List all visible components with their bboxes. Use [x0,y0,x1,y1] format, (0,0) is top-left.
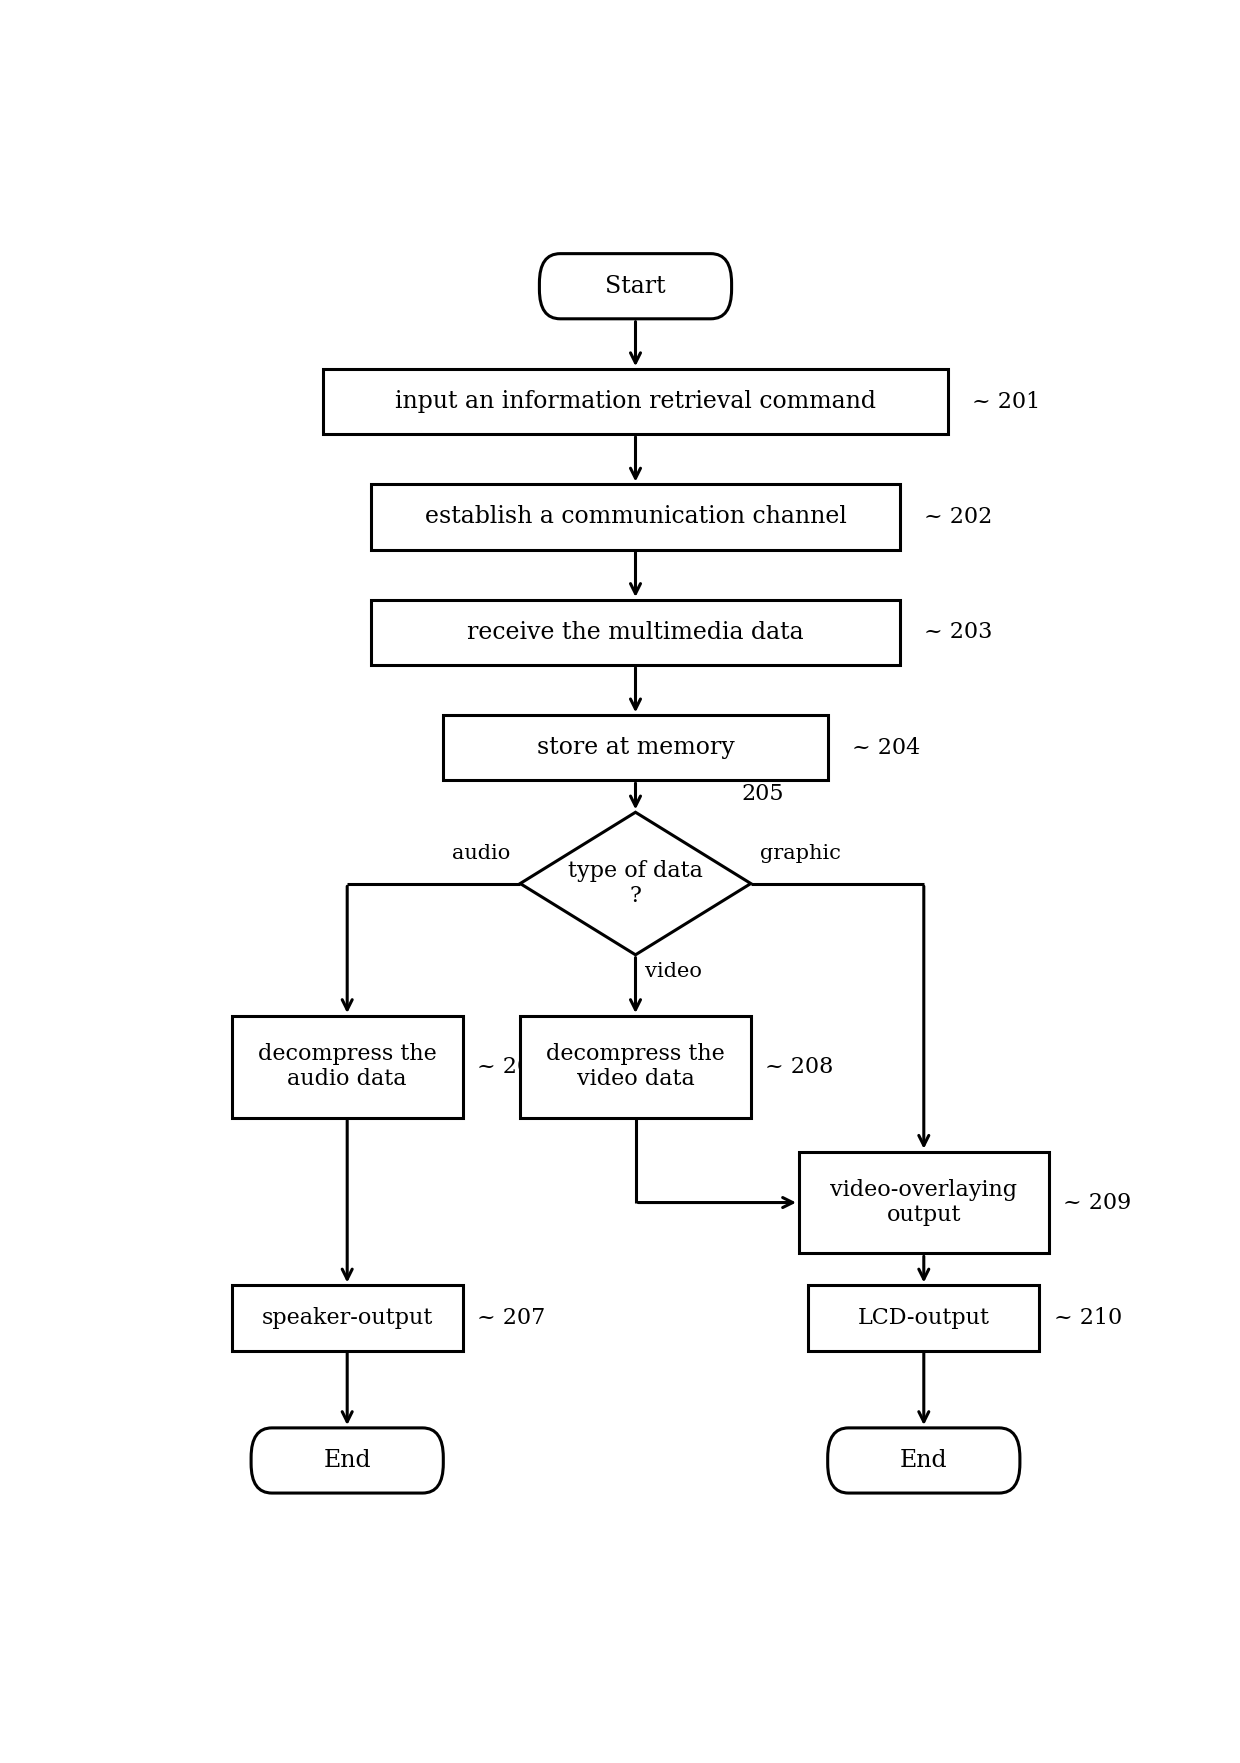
Text: Start: Start [605,275,666,298]
FancyBboxPatch shape [799,1151,1049,1253]
Text: video-overlaying
output: video-overlaying output [831,1179,1017,1227]
FancyBboxPatch shape [808,1285,1039,1350]
Text: ~ 207: ~ 207 [477,1306,546,1329]
FancyBboxPatch shape [828,1428,1021,1493]
Text: End: End [900,1449,947,1472]
FancyBboxPatch shape [371,485,900,550]
Text: store at memory: store at memory [537,737,734,760]
Text: decompress the
audio data: decompress the audio data [258,1044,436,1091]
FancyBboxPatch shape [444,716,828,781]
Text: ~ 201: ~ 201 [972,391,1040,413]
Text: ~ 203: ~ 203 [924,621,992,643]
Text: receive the multimedia data: receive the multimedia data [467,621,804,643]
FancyBboxPatch shape [232,1015,463,1118]
Polygon shape [521,813,751,956]
Text: establish a communication channel: establish a communication channel [424,506,847,529]
Text: LCD-output: LCD-output [858,1306,990,1329]
Text: ~ 210: ~ 210 [1054,1306,1122,1329]
Text: video: video [645,961,702,980]
FancyBboxPatch shape [371,599,900,665]
Text: input an information retrieval command: input an information retrieval command [396,390,875,413]
FancyBboxPatch shape [539,254,732,319]
Text: graphic: graphic [760,844,841,864]
Text: type of data
?: type of data ? [568,860,703,908]
Text: End: End [324,1449,371,1472]
Text: ~ 208: ~ 208 [765,1056,833,1077]
Text: ~ 204: ~ 204 [852,737,920,758]
Text: speaker-output: speaker-output [262,1306,433,1329]
FancyBboxPatch shape [324,368,947,434]
Text: ~ 209: ~ 209 [1063,1192,1131,1213]
Text: audio: audio [453,844,511,864]
Text: decompress the
video data: decompress the video data [546,1044,725,1091]
FancyBboxPatch shape [521,1015,751,1118]
Text: ~ 202: ~ 202 [924,506,992,527]
FancyBboxPatch shape [232,1285,463,1350]
Text: ~ 206: ~ 206 [477,1056,546,1077]
Text: 205: 205 [742,783,784,806]
FancyBboxPatch shape [250,1428,444,1493]
